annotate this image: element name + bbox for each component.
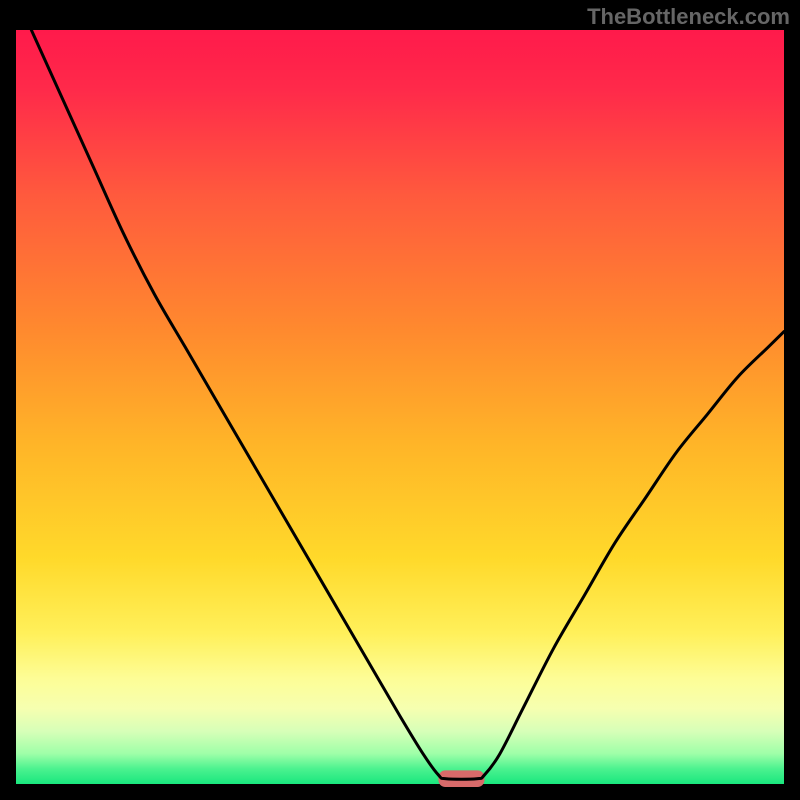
- bottleneck-chart: [0, 0, 800, 800]
- plot-gradient-background: [16, 30, 784, 784]
- chart-container: TheBottleneck.com: [0, 0, 800, 800]
- watermark-text: TheBottleneck.com: [587, 4, 790, 30]
